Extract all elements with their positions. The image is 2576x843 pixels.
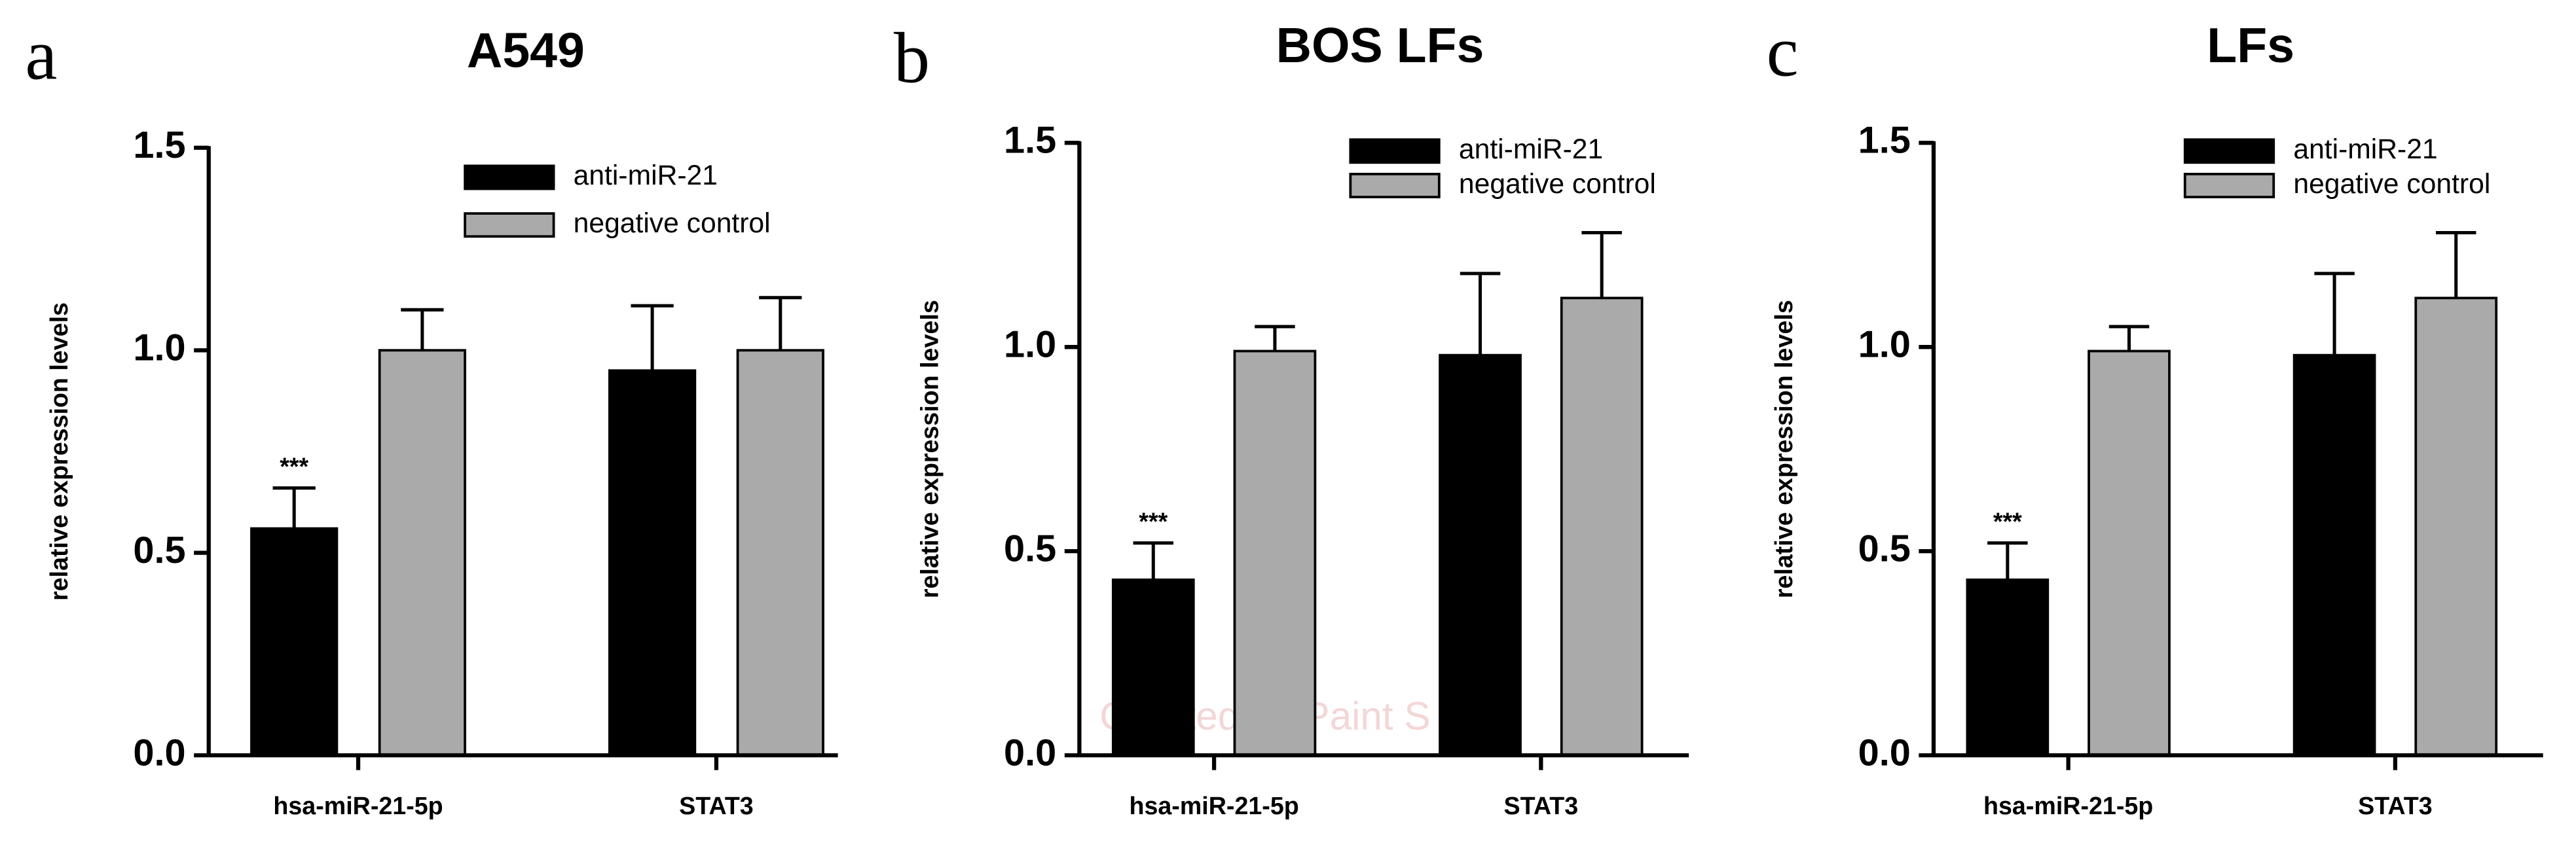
x-tick-label: STAT3 [679, 792, 754, 819]
y-axis-label: relative expression levels [45, 302, 73, 601]
legend-label: anti-miR-21 [1459, 134, 1603, 165]
panel-letter: b [894, 18, 930, 98]
significance-label: *** [1139, 507, 1168, 535]
legend-swatch [2183, 173, 2275, 198]
y-tick-label: 0.5 [133, 529, 185, 571]
y-axis-label: relative expression levels [916, 300, 944, 598]
y-tick-label: 0.0 [133, 732, 185, 774]
bar [736, 349, 824, 757]
legend-swatch [464, 164, 555, 190]
x-tick-label: hsa-miR-21-5p [1129, 792, 1298, 819]
legend-label: negative control [574, 207, 771, 239]
legend-swatch [2183, 138, 2275, 164]
x-tick-label: hsa-miR-21-5p [1983, 792, 2153, 819]
y-tick-label: 1.5 [1004, 119, 1056, 161]
legend-label: negative control [1459, 168, 1656, 200]
y-tick-label: 1.5 [1858, 119, 1911, 161]
chart-title: A549 [467, 23, 585, 78]
y-tick-label: 0.5 [1858, 528, 1911, 569]
y-tick-label: 1.0 [1858, 323, 1911, 365]
y-tick-label: 1.0 [133, 327, 185, 368]
significance-label: *** [1993, 507, 2022, 535]
y-axis-label: relative expression levels [1770, 300, 1797, 598]
legend-label: negative control [2293, 168, 2490, 200]
bar [1560, 296, 1644, 757]
bar [1233, 350, 1317, 757]
legend-swatch [464, 212, 555, 238]
x-tick-label: STAT3 [1504, 792, 1579, 819]
chart-title: LFs [2207, 18, 2294, 73]
significance-label: *** [280, 452, 308, 480]
legend-swatch [1349, 173, 1441, 198]
legend-label: anti-miR-21 [2293, 134, 2437, 165]
bar [1966, 578, 2050, 757]
bar [1439, 353, 1522, 757]
legend-swatch [1349, 138, 1441, 164]
bar [2414, 296, 2498, 757]
bar [250, 527, 339, 757]
y-tick-label: 0.0 [1858, 732, 1911, 774]
x-tick-label: STAT3 [2358, 792, 2433, 819]
panel-letter: a [25, 15, 57, 95]
bar [2088, 350, 2171, 757]
bar [378, 349, 466, 757]
x-tick-label: hsa-miR-21-5p [273, 792, 443, 819]
bar [608, 369, 697, 757]
bar [1111, 578, 1195, 757]
y-tick-label: 1.0 [1004, 323, 1056, 365]
legend-label: anti-miR-21 [574, 160, 718, 191]
y-tick-label: 0.5 [1004, 528, 1056, 569]
y-tick-label: 1.5 [133, 124, 185, 166]
y-tick-label: 0.0 [1004, 732, 1056, 774]
bar [2292, 353, 2376, 757]
panel-letter: c [1767, 12, 1799, 92]
chart-title: BOS LFs [1276, 18, 1484, 73]
